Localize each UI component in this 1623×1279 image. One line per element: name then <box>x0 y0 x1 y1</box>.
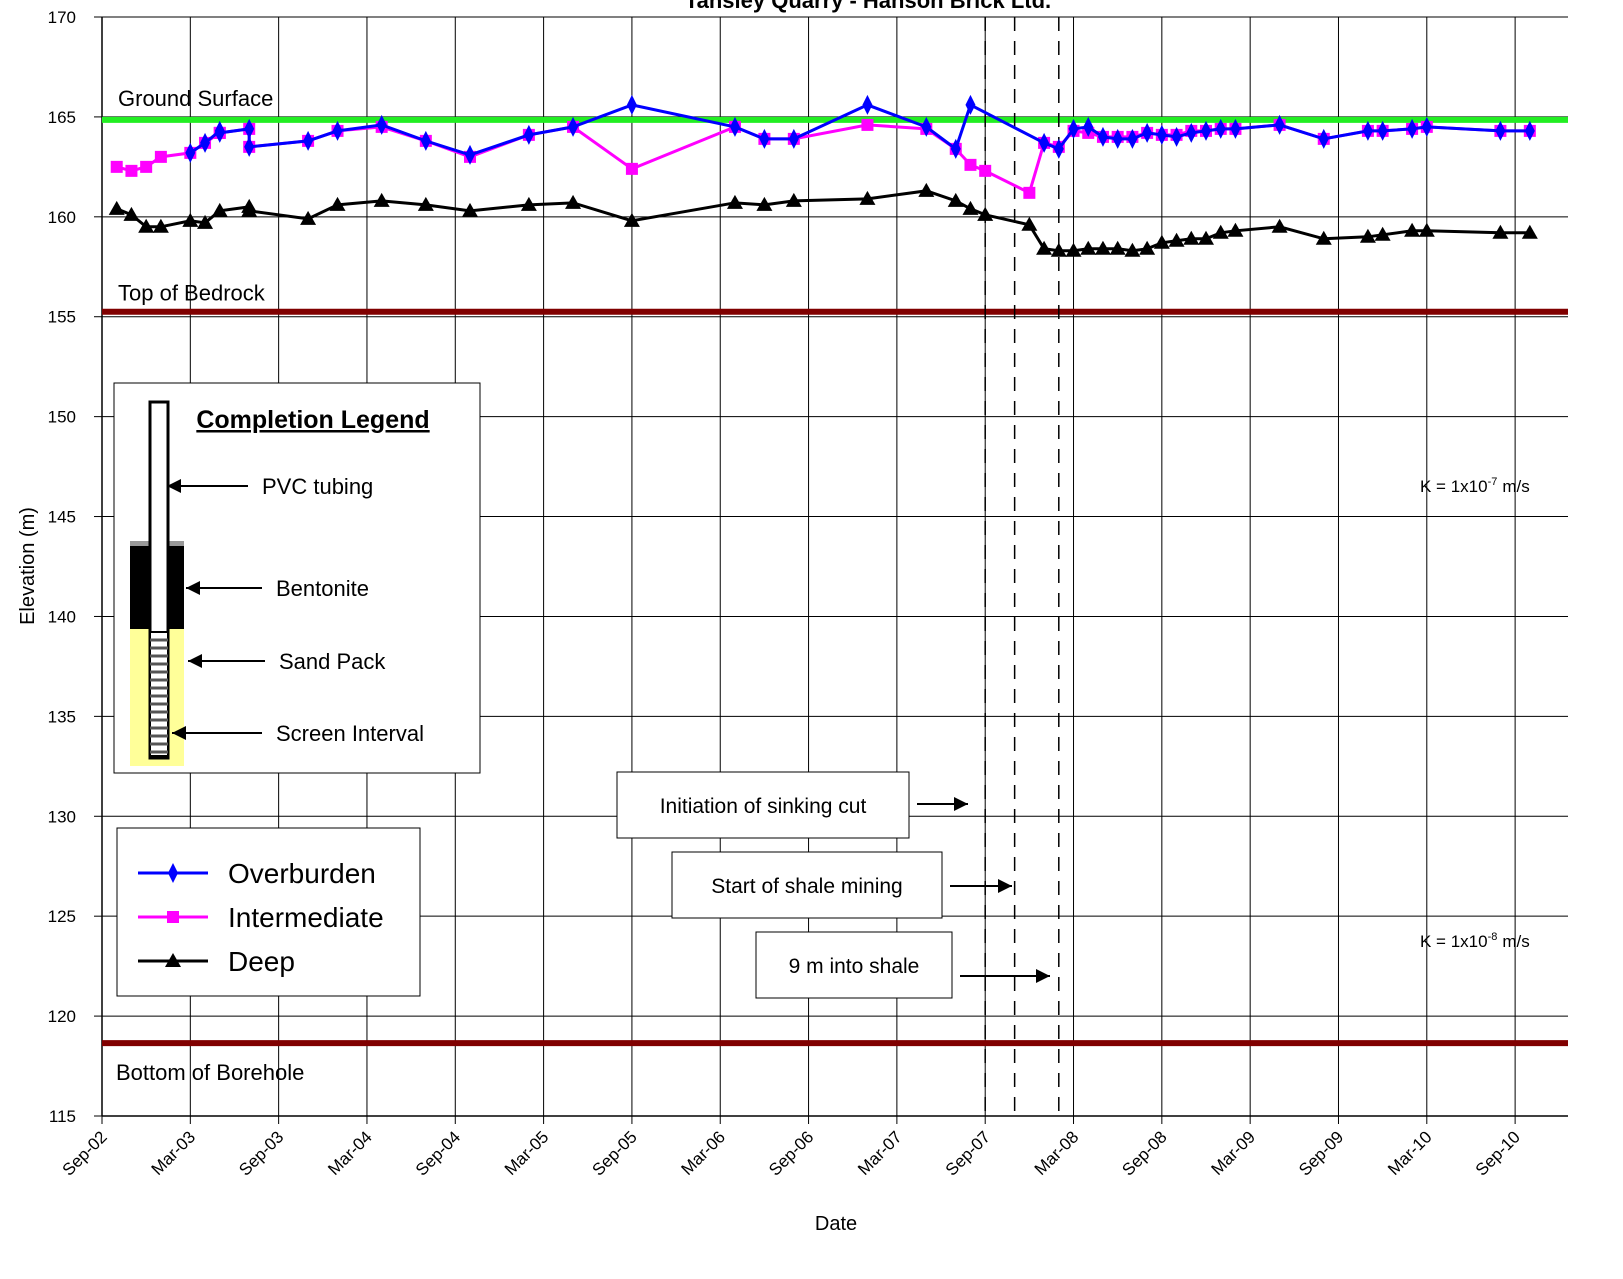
completion-item: PVC tubing <box>262 474 373 499</box>
y-tick-label: 150 <box>48 408 76 427</box>
marker-square <box>140 161 152 173</box>
completion-item: Bentonite <box>276 576 369 601</box>
reference-label: Bottom of Borehole <box>116 1060 304 1085</box>
y-tick-label: 115 <box>49 1107 76 1126</box>
y-tick-label: 135 <box>48 707 76 726</box>
x-axis-title: Date <box>815 1213 857 1235</box>
marker-square <box>861 119 873 131</box>
legend-label: Overburden <box>228 858 376 889</box>
marker-square <box>167 911 179 923</box>
legend-label: Deep <box>228 946 295 977</box>
marker-square <box>626 163 638 175</box>
page: {"chart_data": { "type": "line", "title"… <box>0 0 1623 1279</box>
completion-item: Sand Pack <box>279 649 386 674</box>
y-tick-label: 125 <box>48 907 76 926</box>
completion-legend-title: Completion Legend <box>196 406 429 434</box>
completion-item: Screen Interval <box>276 721 424 746</box>
k-unit: m/s <box>1502 477 1529 496</box>
y-tick-label: 120 <box>48 1007 76 1026</box>
marker-square <box>155 151 167 163</box>
y-tick-label: 165 <box>48 108 76 127</box>
k-unit: m/s <box>1502 932 1529 951</box>
k-exponent: -8 <box>1488 931 1498 943</box>
chart: Tansley Quarry - Hanson Brick Ltd. Date … <box>0 0 1623 1279</box>
marker-square <box>111 161 123 173</box>
annotation-text: Start of shale mining <box>711 875 902 898</box>
k-base: K = 1x10 <box>1420 477 1488 496</box>
marker-square <box>125 165 137 177</box>
y-tick-label: 155 <box>48 308 76 327</box>
y-axis-title: Elevation (m) <box>17 507 39 625</box>
k-label: K = 1x10-7 m/s <box>1420 476 1530 496</box>
y-tick-label: 140 <box>48 607 76 626</box>
y-tick-label: 170 <box>48 8 76 27</box>
y-tick-label: 130 <box>48 807 76 826</box>
k-exponent: -7 <box>1488 476 1498 488</box>
reference-label: Top of Bedrock <box>118 281 266 306</box>
k-label: K = 1x10-8 m/s <box>1420 931 1530 951</box>
k-base: K = 1x10 <box>1420 932 1488 951</box>
marker-square <box>964 159 976 171</box>
marker-square <box>979 165 991 177</box>
legend-label: Intermediate <box>228 902 384 933</box>
reference-label: Ground Surface <box>118 86 273 111</box>
annotation-text: 9 m into shale <box>789 955 920 978</box>
y-tick-label: 145 <box>48 508 76 527</box>
chart-title: Tansley Quarry - Hanson Brick Ltd. <box>685 0 1051 13</box>
marker-square <box>1023 187 1035 199</box>
y-tick-label: 160 <box>48 208 76 227</box>
annotation-text: Initiation of sinking cut <box>660 795 867 818</box>
